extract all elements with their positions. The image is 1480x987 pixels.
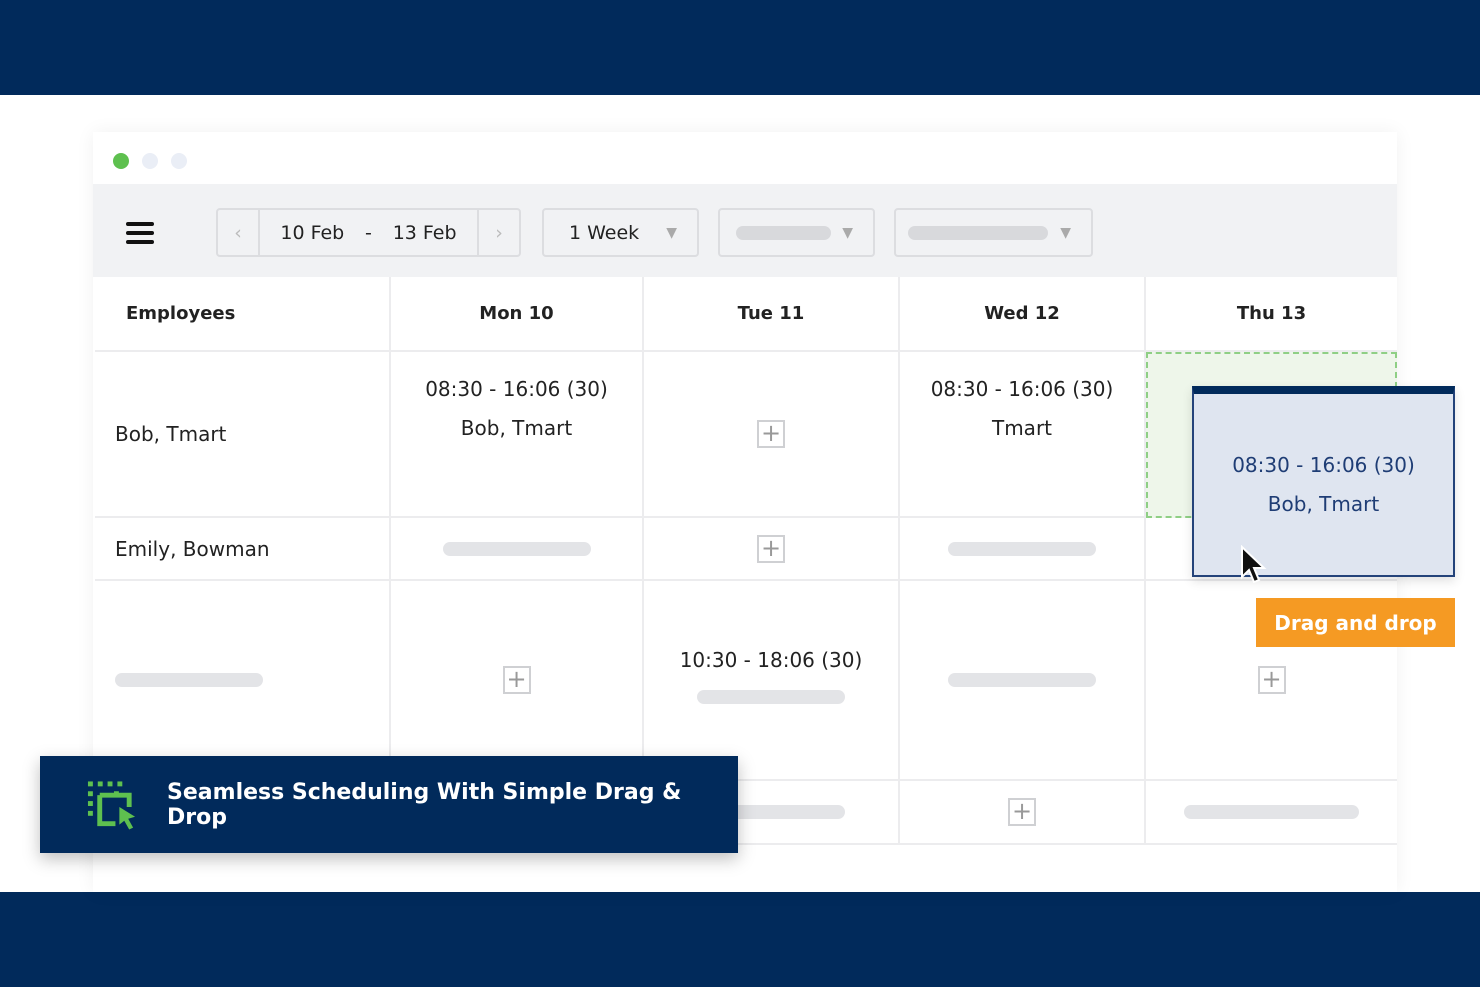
window-dot[interactable]: [142, 153, 158, 169]
shift-cell[interactable]: 08:30 - 16:06 (30) Tmart: [900, 352, 1146, 518]
chevron-down-icon: ▼: [1060, 224, 1071, 241]
add-shift-button[interactable]: +: [502, 666, 531, 694]
header-day: Wed 12: [900, 277, 1146, 352]
date-end[interactable]: 13 Feb: [392, 221, 457, 244]
date-separator: -: [365, 221, 372, 244]
shift-employee: Bob, Tmart: [1267, 491, 1380, 516]
feature-banner: Seamless Scheduling With Simple Drag & D…: [40, 756, 738, 853]
top-band: [0, 0, 1480, 95]
empty-cell: +: [644, 518, 900, 581]
drag-and-drop-label: Drag and drop: [1256, 598, 1455, 647]
header-day: Tue 11: [644, 277, 900, 352]
dragged-shift-card[interactable]: 08:30 - 16:06 (30) Bob, Tmart: [1192, 386, 1455, 577]
shift-cell[interactable]: [900, 581, 1146, 781]
employee-name: Emily, Bowman: [95, 518, 391, 581]
shift-employee: Bob, Tmart: [460, 416, 573, 440]
chevron-down-icon: ▼: [666, 224, 677, 241]
shift-cell[interactable]: 10:30 - 18:06 (30): [644, 581, 900, 781]
empty-cell: +: [900, 781, 1146, 845]
drag-select-icon: [87, 780, 136, 830]
employee-name: [95, 581, 391, 781]
employee-name: Bob, Tmart: [95, 352, 391, 518]
shift-cell[interactable]: [900, 518, 1146, 581]
shift-cell[interactable]: [391, 518, 644, 581]
placeholder-bar: [948, 673, 1096, 687]
empty-cell: +: [391, 581, 644, 781]
filter-select[interactable]: ▼: [894, 208, 1093, 257]
prev-week-button[interactable]: ‹: [218, 210, 260, 255]
date-range-picker: ‹ 10 Feb - 13 Feb ›: [216, 208, 521, 257]
header-day: Thu 13: [1146, 277, 1397, 352]
shift-cell[interactable]: [1146, 781, 1397, 845]
placeholder-bar: [1184, 805, 1359, 819]
next-week-button[interactable]: ›: [477, 210, 519, 255]
chevron-down-icon: ▼: [842, 224, 853, 241]
shift-time: 08:30 - 16:06 (30): [1232, 452, 1415, 477]
mouse-cursor-icon: [1241, 545, 1267, 584]
window-dot[interactable]: [171, 153, 187, 169]
range-select-value: 1 Week: [569, 221, 640, 244]
add-shift-button[interactable]: +: [757, 534, 785, 563]
empty-cell: +: [1146, 581, 1397, 781]
placeholder-bar: [908, 225, 1048, 240]
header-employees: Employees: [95, 277, 391, 352]
empty-cell: [1146, 518, 1397, 581]
placeholder-bar: [948, 541, 1096, 556]
menu-icon[interactable]: [126, 222, 154, 244]
add-shift-button[interactable]: +: [757, 420, 785, 448]
window-dot-green[interactable]: [113, 153, 129, 169]
filter-select[interactable]: ▼: [718, 208, 875, 257]
header-day: Mon 10: [391, 277, 644, 352]
empty-cell: +: [644, 352, 900, 518]
placeholder-bar: [442, 541, 591, 556]
date-start[interactable]: 10 Feb: [280, 221, 345, 244]
placeholder-bar: [115, 673, 263, 687]
shift-time: 08:30 - 16:06 (30): [425, 377, 608, 401]
shift-time: 10:30 - 18:06 (30): [679, 648, 863, 672]
shift-time: 08:30 - 16:06 (30): [930, 377, 1114, 401]
shift-employee: Tmart: [991, 416, 1053, 440]
placeholder-bar: [736, 225, 831, 240]
placeholder-bar: [697, 690, 845, 704]
bottom-band: [0, 892, 1480, 987]
shift-cell[interactable]: 08:30 - 16:06 (30) Bob, Tmart: [391, 352, 644, 518]
add-shift-button[interactable]: +: [1257, 666, 1286, 694]
banner-text: Seamless Scheduling With Simple Drag & D…: [167, 779, 682, 830]
add-shift-button[interactable]: +: [1008, 798, 1036, 826]
range-select[interactable]: 1 Week ▼: [542, 208, 699, 257]
